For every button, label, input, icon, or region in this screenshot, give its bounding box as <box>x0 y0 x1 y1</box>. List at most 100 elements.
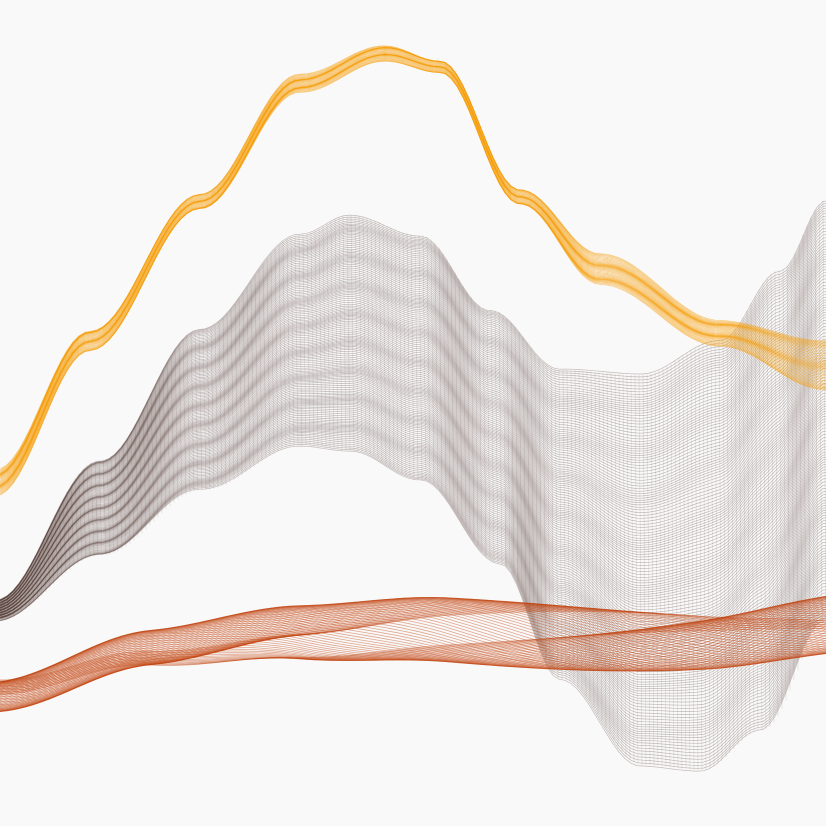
brown-ribbon-strand <box>0 339 826 612</box>
brown-ribbon-hatch <box>42 539 47 592</box>
brown-ribbon-hatch <box>10 592 15 617</box>
brown-ribbon-strand <box>0 413 826 709</box>
brown-ribbon-hatch <box>742 317 747 738</box>
brown-ribbon-strand <box>0 310 826 609</box>
red-ribbon-strand <box>0 601 826 712</box>
brown-ribbon-hatch <box>630 374 635 763</box>
red-ribbon-strand <box>0 604 826 711</box>
brown-ribbon-strand <box>0 400 826 685</box>
brown-ribbon-strand <box>0 303 826 608</box>
brown-ribbon-strand <box>0 377 826 647</box>
red-ribbon-strand <box>0 596 826 683</box>
red-ribbon-strand <box>0 603 826 691</box>
brown-ribbon-hatch <box>262 263 267 459</box>
brown-ribbon-strand <box>0 267 826 604</box>
red-ribbon-strand <box>0 602 826 712</box>
brown-ribbon-hatch <box>242 292 247 473</box>
brown-ribbon-hatch <box>342 215 347 450</box>
brown-ribbon-hatch <box>694 347 699 770</box>
brown-ribbon-strand <box>0 438 826 760</box>
red-ribbon-strand <box>0 603 826 689</box>
brown-ribbon-hatch <box>670 363 675 768</box>
brown-ribbon-hatch <box>394 229 399 472</box>
brown-ribbon-hatch <box>66 491 71 570</box>
brown-ribbon-hatch <box>314 230 319 447</box>
red-ribbon-strand <box>0 611 826 700</box>
brown-ribbon-hatch <box>110 456 115 554</box>
brown-ribbon-strand <box>0 415 826 712</box>
brown-ribbon-hatch <box>330 221 335 449</box>
brown-ribbon-hatch <box>490 309 495 563</box>
red-ribbon-strand <box>0 606 826 684</box>
brown-ribbon-strand <box>0 402 826 690</box>
brown-ribbon-strand <box>0 235 826 601</box>
brown-ribbon-strand <box>0 319 826 608</box>
brown-ribbon-strand <box>0 289 826 605</box>
red-ribbon-strand <box>0 615 826 687</box>
brown-ribbon-hatch <box>398 230 403 474</box>
brown-ribbon-hatch <box>270 253 275 454</box>
orange-ribbon-strand <box>0 60 826 496</box>
brown-ribbon-hatch <box>34 555 39 600</box>
red-ribbon-strand <box>0 597 826 689</box>
red-ribbon-strand <box>0 599 826 698</box>
brown-ribbon-hatch <box>506 318 511 569</box>
brown-ribbon-hatch <box>530 347 535 626</box>
brown-ribbon-strand <box>0 200 826 600</box>
red-ribbon-strand <box>0 609 826 682</box>
brown-ribbon-hatch <box>450 265 455 508</box>
brown-ribbon-hatch <box>2 597 7 620</box>
brown-ribbon-hatch <box>54 514 59 581</box>
brown-ribbon-hatch <box>290 236 295 446</box>
brown-ribbon-strand <box>0 277 826 606</box>
brown-ribbon-hatch <box>362 216 367 453</box>
brown-ribbon-strand <box>0 239 826 601</box>
brown-ribbon-strand <box>0 420 826 721</box>
brown-ribbon-strand <box>0 315 826 608</box>
brown-ribbon-strand <box>0 332 826 611</box>
brown-ribbon-hatch <box>146 401 151 526</box>
brown-ribbon-strand <box>0 401 826 687</box>
brown-ribbon-hatch <box>690 350 695 770</box>
brown-ribbon-strand <box>0 381 826 652</box>
red-ribbon-strand <box>0 598 826 683</box>
brown-ribbon-strand <box>0 221 826 601</box>
brown-ribbon-hatch <box>610 373 615 741</box>
brown-ribbon-strand <box>0 324 826 609</box>
red-ribbon-strand <box>0 604 826 695</box>
brown-ribbon-hatch <box>202 329 207 490</box>
brown-ribbon-hatch <box>122 443 127 547</box>
brown-ribbon-hatch <box>298 234 303 446</box>
brown-ribbon-hatch <box>574 370 579 688</box>
brown-ribbon-hatch <box>134 424 139 538</box>
brown-ribbon-hatch <box>526 342 531 614</box>
brown-ribbon-strand <box>0 445 826 772</box>
brown-ribbon-hatch <box>190 332 195 492</box>
brown-ribbon-strand <box>0 250 826 604</box>
brown-ribbon-hatch <box>410 234 415 479</box>
brown-ribbon-strand <box>0 342 826 611</box>
orange-ribbon-strand <box>0 55 826 488</box>
brown-ribbon-strand <box>0 424 826 729</box>
brown-ribbon-strand <box>0 257 826 604</box>
brown-ribbon-hatch <box>258 269 263 462</box>
red-wave-ribbon <box>0 595 826 712</box>
brown-ribbon-strand <box>0 297 826 607</box>
red-ribbon-strand <box>0 608 826 683</box>
red-ribbon-strand <box>0 603 826 712</box>
brown-ribbon-hatch <box>686 352 691 770</box>
brown-ribbon-strand <box>0 396 826 678</box>
red-ribbon-strand <box>0 602 826 694</box>
brown-ribbon-hatch <box>282 241 287 449</box>
red-ribbon-strand <box>0 604 826 683</box>
brown-ribbon-strand <box>0 444 826 769</box>
red-ribbon-strand <box>0 598 826 712</box>
red-ribbon-strand <box>0 610 826 681</box>
brown-ribbon-strand <box>0 427 826 736</box>
brown-ribbon-strand <box>0 373 826 640</box>
brown-ribbon-hatch <box>438 247 443 492</box>
brown-ribbon-hatch <box>310 232 315 446</box>
brown-ribbon-strand <box>0 308 826 609</box>
brown-ribbon-strand <box>0 210 826 602</box>
brown-ribbon-hatch <box>70 484 75 567</box>
